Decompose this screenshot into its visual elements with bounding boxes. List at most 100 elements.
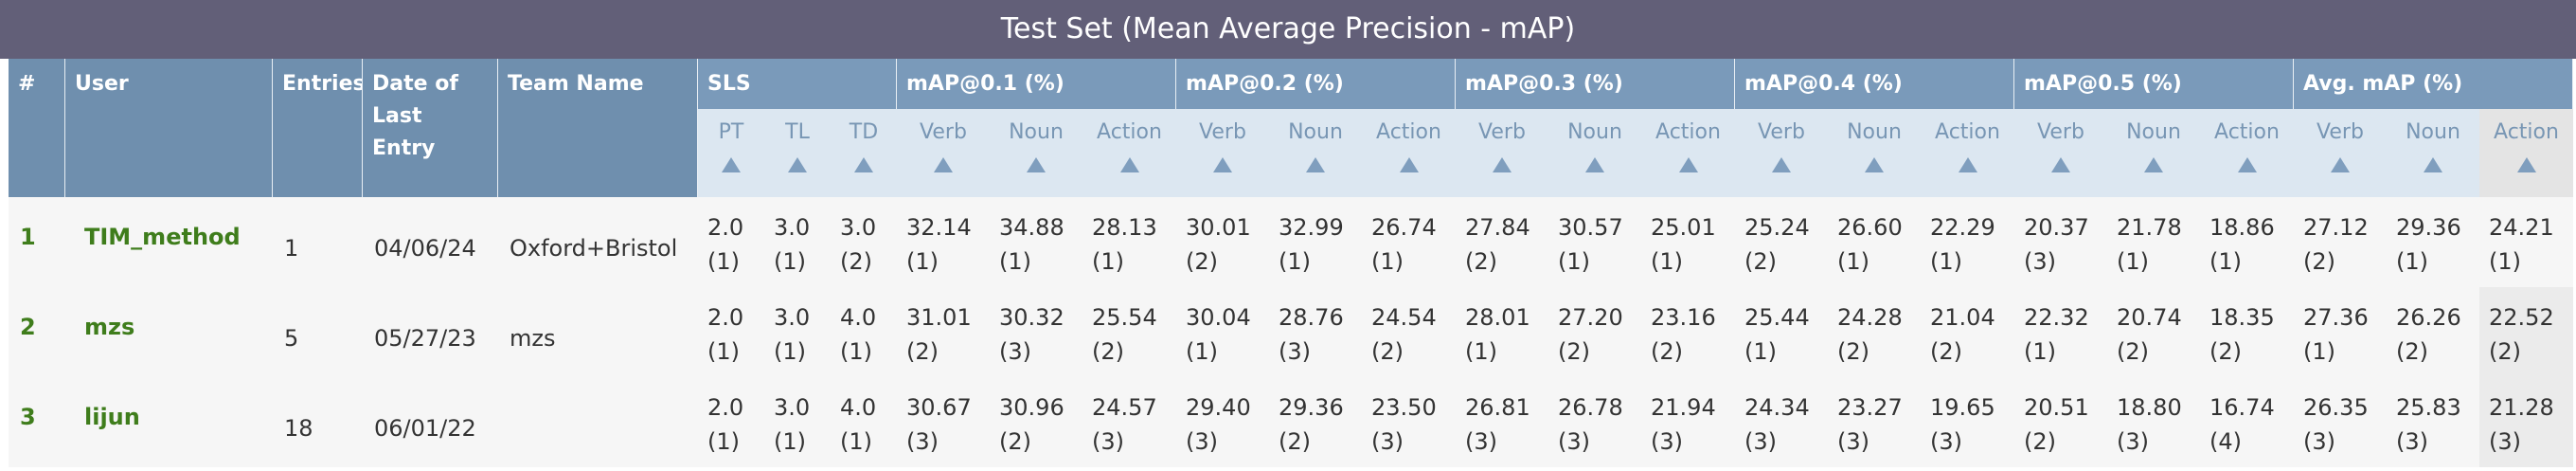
sub-header: Action xyxy=(2479,109,2573,197)
score-cell: 2.0 (1) xyxy=(698,377,764,467)
cell-rank: 3 xyxy=(20,404,36,430)
score-value: 25.54 xyxy=(1092,304,1157,331)
score-value: 26.74 xyxy=(1371,214,1437,241)
score-value: 23.16 xyxy=(1651,304,1716,331)
score-value: 22.52 xyxy=(2489,304,2554,331)
sort-arrow[interactable] xyxy=(1772,157,1791,172)
score-rank: (2) xyxy=(1279,428,1311,455)
sort-arrow[interactable] xyxy=(1213,157,1232,172)
score-value: 27.84 xyxy=(1465,214,1530,241)
score-cell: 18.35 (2) xyxy=(2200,287,2294,377)
sort-arrow[interactable] xyxy=(2516,157,2536,172)
sub-header-label: Action xyxy=(2214,120,2280,144)
score-value: 29.36 xyxy=(1279,394,1344,421)
score-value: 32.14 xyxy=(906,214,972,241)
sort-arrow[interactable] xyxy=(2237,157,2257,172)
sort-arrow[interactable] xyxy=(2424,157,2442,172)
sort-arrow[interactable] xyxy=(934,157,953,172)
score-rank: (3) xyxy=(1837,428,1869,455)
sub-header: TL xyxy=(764,109,831,197)
score-value: 30.67 xyxy=(906,394,972,421)
score-cell: 2.0 (1) xyxy=(698,197,764,287)
score-cell: 30.04 (1) xyxy=(1176,287,1269,377)
score-cell: 19.65 (3) xyxy=(1921,377,2014,467)
cell-rank: 1 xyxy=(20,224,36,250)
score-rank: (1) xyxy=(1465,338,1497,365)
score-cell: 27.12 (2) xyxy=(2294,197,2387,287)
sort-arrow[interactable] xyxy=(722,157,741,172)
score-value: 18.35 xyxy=(2209,304,2275,331)
score-value: 20.51 xyxy=(2024,394,2089,421)
score-rank: (1) xyxy=(1092,248,1124,275)
score-rank: (2) xyxy=(2117,338,2149,365)
sub-header-label: Action xyxy=(1376,120,1441,144)
score-rank: (2) xyxy=(1744,248,1777,275)
score-rank: (1) xyxy=(1558,248,1590,275)
sort-arrow[interactable] xyxy=(2051,157,2070,172)
score-rank: (1) xyxy=(1651,248,1683,275)
sort-arrow[interactable] xyxy=(2144,157,2163,172)
column-header: User xyxy=(65,59,273,197)
score-rank: (1) xyxy=(840,338,872,365)
score-value: 27.20 xyxy=(1558,304,1623,331)
sub-header: Verb xyxy=(2014,109,2107,197)
sub-header-label: Verb xyxy=(1199,120,1246,144)
sub-header-label: Noun xyxy=(2406,120,2460,144)
score-value: 3.0 xyxy=(774,214,811,241)
score-rank: (2) xyxy=(1371,338,1404,365)
sub-header-label: Verb xyxy=(2317,120,2364,144)
score-rank: (1) xyxy=(774,428,806,455)
cell-team xyxy=(498,377,698,467)
score-value: 3.0 xyxy=(840,214,877,241)
sub-header: Verb xyxy=(1735,109,1828,197)
score-cell: 16.74 (4) xyxy=(2200,377,2294,467)
score-cell: 3.0 (1) xyxy=(764,377,831,467)
score-cell: 24.54 (2) xyxy=(1362,287,1456,377)
score-cell: 3.0 (1) xyxy=(764,197,831,287)
score-rank: (3) xyxy=(1186,428,1218,455)
score-cell: 26.74 (1) xyxy=(1362,197,1456,287)
score-cell: 21.28 (3) xyxy=(2479,377,2573,467)
sort-arrow[interactable] xyxy=(1399,157,1419,172)
score-rank: (2) xyxy=(1558,338,1590,365)
sort-arrow[interactable] xyxy=(1493,157,1512,172)
cell-team: Oxford+Bristol xyxy=(510,235,678,262)
score-value: 23.27 xyxy=(1837,394,1903,421)
score-cell: 24.34 (3) xyxy=(1735,377,1828,467)
sub-header: Noun xyxy=(990,109,1082,197)
score-rank: (3) xyxy=(1930,428,1962,455)
sub-header: Verb xyxy=(1456,109,1548,197)
sort-arrow[interactable] xyxy=(1865,157,1884,172)
score-rank: (1) xyxy=(774,248,806,275)
score-cell: 25.44 (1) xyxy=(1735,287,1828,377)
score-rank: (2) xyxy=(2396,338,2428,365)
sort-arrow[interactable] xyxy=(2331,157,2350,172)
score-value: 25.24 xyxy=(1744,214,1810,241)
score-value: 25.44 xyxy=(1744,304,1810,331)
sort-arrow[interactable] xyxy=(1958,157,1977,172)
sub-header-label: Action xyxy=(1097,120,1162,144)
score-rank: (1) xyxy=(2209,248,2242,275)
score-rank: (1) xyxy=(707,338,740,365)
sort-arrow[interactable] xyxy=(1585,157,1604,172)
score-value: 30.01 xyxy=(1186,214,1251,241)
sort-arrow[interactable] xyxy=(1306,157,1325,172)
sort-arrow[interactable] xyxy=(1119,157,1139,172)
sort-arrow[interactable] xyxy=(854,157,873,172)
sort-arrow[interactable] xyxy=(788,157,807,172)
sort-arrow[interactable] xyxy=(1027,157,1046,172)
score-rank: (1) xyxy=(2489,248,2521,275)
sub-header: Action xyxy=(2200,109,2294,197)
group-header: mAP@0.2 (%) xyxy=(1176,59,1456,109)
score-value: 30.96 xyxy=(999,394,1064,421)
score-rank: (1) xyxy=(1279,248,1311,275)
score-cell: 26.81 (3) xyxy=(1456,377,1548,467)
sub-header-label: TD xyxy=(849,120,879,144)
sort-arrow[interactable] xyxy=(1678,157,1698,172)
cell-date: 04/06/24 xyxy=(374,235,476,262)
sub-header: Noun xyxy=(2107,109,2200,197)
row-background xyxy=(9,287,2573,377)
score-value: 32.99 xyxy=(1279,214,1344,241)
sub-header: TD xyxy=(831,109,897,197)
score-cell: 3.0 (2) xyxy=(831,197,897,287)
